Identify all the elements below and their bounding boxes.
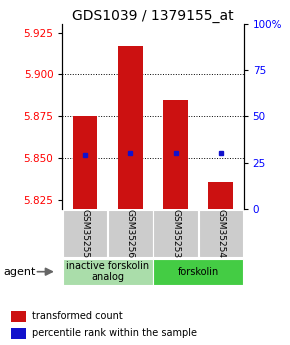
Bar (72, 117, 97, 209)
Text: GSM35256: GSM35256 (126, 209, 135, 258)
Text: GSM35253: GSM35253 (171, 209, 180, 258)
Bar (63, 259, 153, 285)
Title: GDS1039 / 1379155_at: GDS1039 / 1379155_at (72, 9, 234, 23)
Bar (153, 210, 198, 257)
Text: forskolin: forskolin (178, 267, 219, 277)
Bar (11, 310, 26, 322)
Text: transformed count: transformed count (32, 311, 123, 321)
Bar (153, 259, 243, 285)
Text: agent: agent (3, 267, 35, 277)
Bar (11, 328, 26, 339)
Bar (63, 210, 107, 257)
Text: GSM35255: GSM35255 (81, 209, 90, 258)
Bar (163, 100, 188, 209)
Text: percentile rank within the sample: percentile rank within the sample (32, 328, 197, 338)
Bar (199, 210, 243, 257)
Text: GSM35254: GSM35254 (216, 209, 225, 258)
Bar (118, 46, 143, 209)
Bar (209, 182, 233, 209)
Bar (108, 210, 153, 257)
Text: inactive forskolin
analog: inactive forskolin analog (66, 261, 149, 283)
